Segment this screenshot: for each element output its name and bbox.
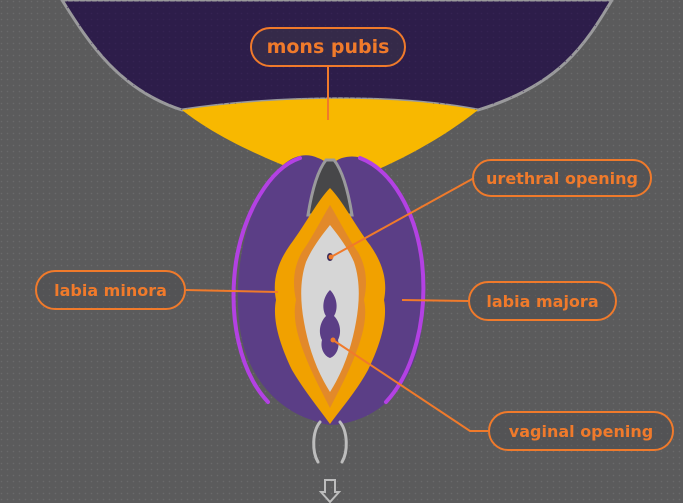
anus-shape <box>318 479 342 503</box>
labia-majora-leader <box>401 299 469 302</box>
mons-pubis-shape <box>182 98 478 172</box>
labia-majora-outline <box>231 156 302 404</box>
clitoral-hood-shape <box>306 158 354 217</box>
label-mons-pubis: mons pubis <box>250 27 406 67</box>
label-vaginal-opening: vaginal opening <box>488 411 674 451</box>
urethral-opening-leader <box>330 177 475 258</box>
perineum-right <box>338 420 348 464</box>
label-urethral-opening: urethral opening <box>472 159 652 197</box>
perineum-left <box>312 420 322 464</box>
label-labia-minora: labia minora <box>35 270 186 310</box>
label-labia-majora: labia majora <box>468 281 617 321</box>
vaginal-opening-leader <box>332 339 488 432</box>
labia-minora-leader <box>185 289 279 293</box>
